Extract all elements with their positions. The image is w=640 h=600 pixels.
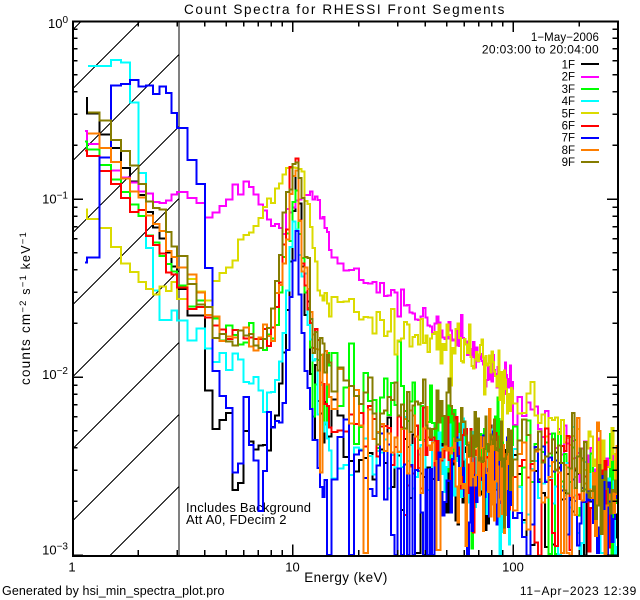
svg-text:1−May−2006: 1−May−2006 bbox=[531, 32, 599, 44]
svg-text:counts cm−2 s−1 keV−1: counts cm−2 s−1 keV−1 bbox=[18, 231, 33, 385]
svg-text:7F: 7F bbox=[562, 133, 575, 145]
svg-text:2F: 2F bbox=[562, 72, 575, 84]
svg-text:4F: 4F bbox=[562, 96, 575, 108]
svg-text:20:03:00 to 20:04:00: 20:03:00 to 20:04:00 bbox=[482, 43, 599, 57]
svg-text:100: 100 bbox=[502, 560, 524, 575]
svg-text:9F: 9F bbox=[562, 157, 575, 169]
svg-text:11−Apr−2023 12:39: 11−Apr−2023 12:39 bbox=[520, 584, 637, 598]
svg-text:Includes Background: Includes Background bbox=[186, 500, 311, 515]
svg-text:Count Spectra for RHESSI Front: Count Spectra for RHESSI Front Segments bbox=[184, 2, 506, 17]
svg-text:10: 10 bbox=[285, 560, 299, 575]
svg-text:Generated by hsi_min_spectra_p: Generated by hsi_min_spectra_plot.pro bbox=[2, 584, 225, 598]
svg-text:8F: 8F bbox=[562, 145, 575, 157]
svg-text:Energy (keV): Energy (keV) bbox=[304, 570, 388, 585]
svg-text:5F: 5F bbox=[562, 108, 575, 120]
svg-text:6F: 6F bbox=[562, 121, 575, 133]
svg-text:3F: 3F bbox=[562, 84, 575, 96]
svg-text:1: 1 bbox=[68, 560, 75, 575]
svg-text:1F: 1F bbox=[562, 60, 575, 72]
svg-text:Att A0, FDecim 2: Att A0, FDecim 2 bbox=[186, 512, 287, 527]
